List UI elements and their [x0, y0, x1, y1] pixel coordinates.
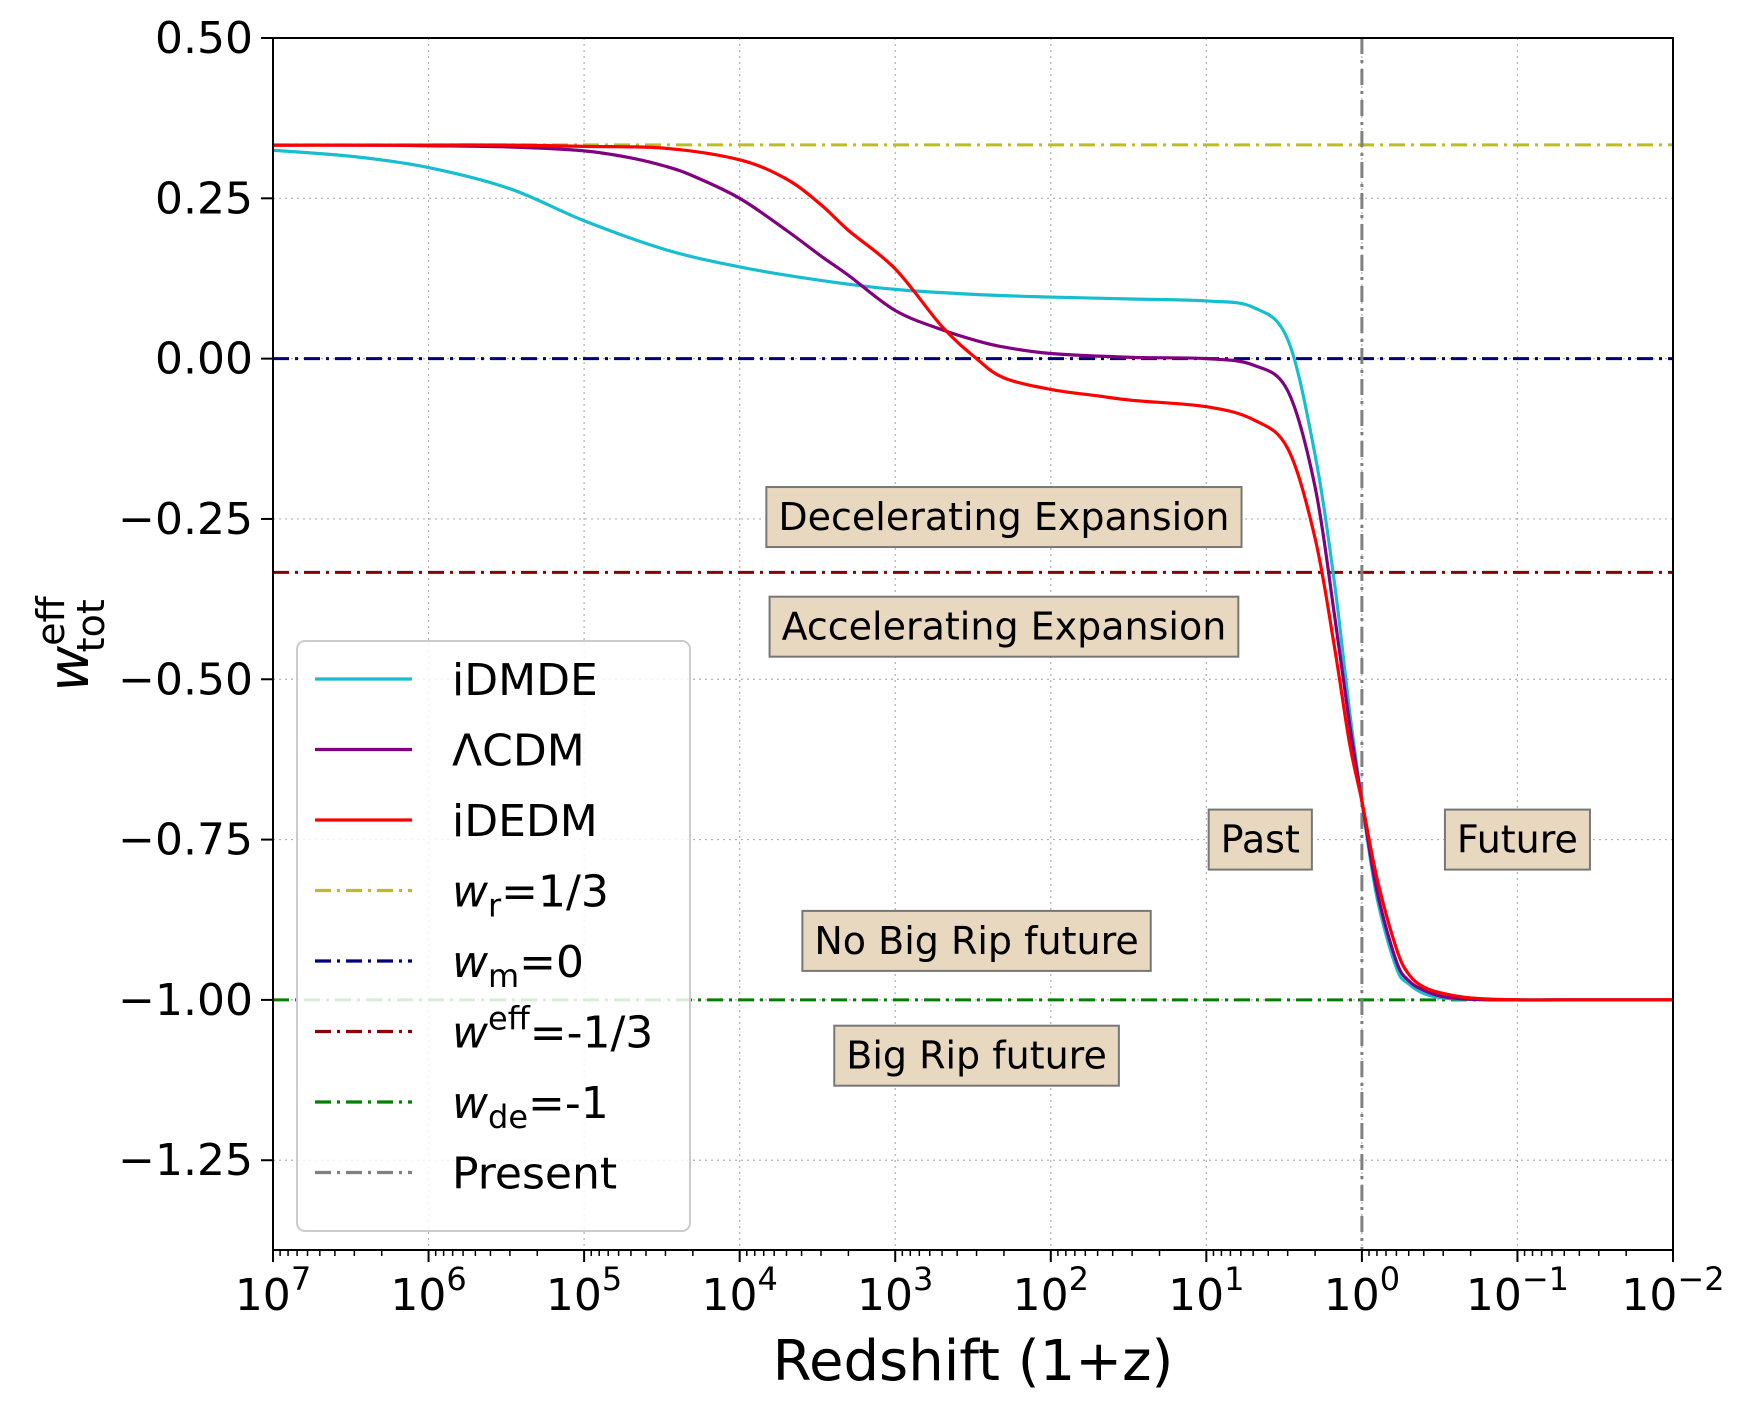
legend-entry: iDMDE [315, 655, 598, 706]
legend-label: Present [452, 1149, 617, 1200]
legend-entry: wr=1/3 [315, 867, 609, 925]
y-axis-title-main: w [37, 646, 102, 692]
annotation-text: No Big Rip future [814, 919, 1138, 963]
legend-entry: ΛCDM [315, 726, 585, 777]
annotation-text: Big Rip future [846, 1034, 1107, 1078]
annotation-box: Future [1443, 808, 1591, 871]
annotation-box: Past [1207, 808, 1313, 871]
annotation-text: Past [1221, 818, 1300, 862]
x-tick-label: 105 [546, 1260, 622, 1321]
series-line [273, 148, 1673, 1002]
series-line [273, 143, 1673, 1002]
legend-entry: wm=0 [315, 937, 584, 995]
series-line [273, 143, 1673, 1002]
annotation-text: Decelerating Expansion [778, 495, 1229, 539]
y-axis-title-sub: tot [69, 599, 113, 652]
x-tick-label: 107 [235, 1260, 311, 1321]
y-tick-label: −0.25 [118, 494, 253, 545]
legend-label: ΛCDM [452, 726, 585, 777]
y-tick-label: −0.75 [118, 815, 253, 866]
annotation-text: Future [1457, 818, 1578, 862]
annotation-background [833, 1024, 1120, 1087]
legend-entry: iDEDM [315, 796, 598, 847]
annotation-box: Accelerating Expansion [768, 595, 1240, 658]
y-tick-label: 0.50 [155, 13, 253, 64]
y-tick-label: −1.25 [118, 1135, 253, 1186]
annotation-box: No Big Rip future [801, 909, 1152, 972]
legend-entry: Present [315, 1149, 617, 1200]
annotation-background [1207, 808, 1313, 871]
legend-label: weff=-1/3 [452, 1000, 653, 1059]
x-tick-label: 100 [1324, 1260, 1400, 1321]
annotation-box: Big Rip future [833, 1024, 1120, 1087]
x-tick-label: 106 [390, 1260, 466, 1321]
y-tick-label: −1.00 [118, 975, 253, 1026]
legend-label: iDMDE [452, 655, 598, 706]
x-tick-label: 103 [857, 1260, 933, 1321]
x-tick-label: 10−1 [1466, 1260, 1569, 1321]
legend-label: wde=-1 [452, 1078, 609, 1136]
series-lines [273, 143, 1673, 1002]
y-tick-label: 0.00 [155, 334, 253, 385]
legend-frame [296, 640, 691, 1232]
legend-entry: wde=-1 [315, 1078, 609, 1136]
annotation-background [765, 486, 1243, 549]
y-axis-title-sup: eff [29, 595, 73, 645]
annotations: Decelerating Expansion Accelerating Expan… [765, 486, 1591, 1087]
axis-ticks: 107 106 105 104 103 102 101 100 10−1 10−2 0.50 0.25… [118, 13, 1724, 1321]
plot-frame [272, 37, 1674, 1251]
y-tick-label: 0.25 [155, 173, 253, 224]
x-axis-title: Redshift (1+z) [773, 1329, 1174, 1394]
annotation-text: Accelerating Expansion [782, 605, 1227, 649]
annotation-background [1443, 808, 1591, 871]
annotation-box: Decelerating Expansion [765, 486, 1243, 549]
annotation-background [801, 909, 1152, 972]
reference-lines [273, 38, 1673, 1250]
x-tick-label: 104 [701, 1260, 777, 1321]
x-tick-label: 10−2 [1621, 1260, 1724, 1321]
legend-label: wm=0 [452, 937, 584, 995]
legend-label: wr=1/3 [452, 867, 609, 925]
annotation-background [768, 595, 1240, 658]
y-axis-title: wefftot [29, 595, 113, 691]
legend-label: iDEDM [452, 796, 598, 847]
legend-entry: weff=-1/3 [315, 1000, 653, 1059]
y-tick-label: −0.50 [118, 654, 253, 705]
x-tick-label: 101 [1168, 1260, 1244, 1321]
x-tick-label: 102 [1013, 1260, 1089, 1321]
